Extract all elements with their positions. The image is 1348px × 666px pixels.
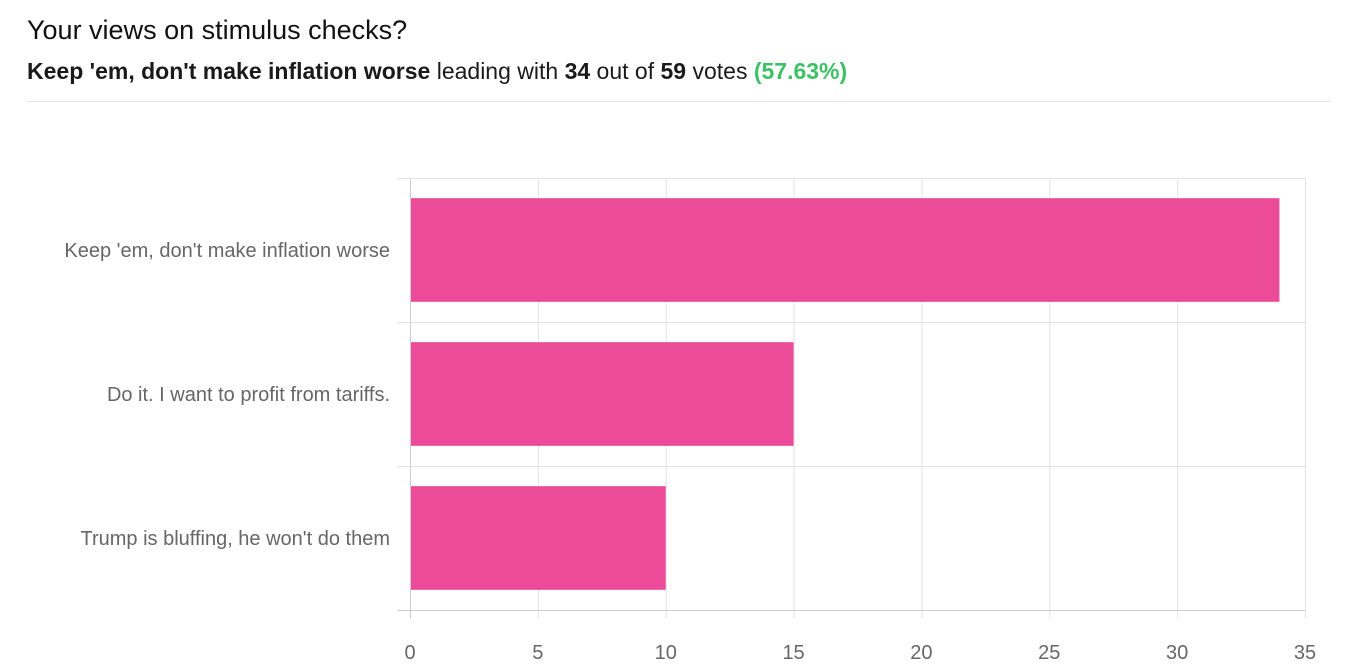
bar-3 bbox=[411, 486, 666, 590]
out-of-text: out of bbox=[596, 58, 655, 84]
x-tick-label-35: 35 bbox=[1294, 642, 1316, 664]
x-tick-label-15: 15 bbox=[782, 642, 804, 664]
poll-title: Your views on stimulus checks? bbox=[27, 15, 408, 45]
bar-1 bbox=[411, 198, 1280, 302]
x-tick-label-0: 0 bbox=[404, 642, 415, 664]
header-divider bbox=[27, 101, 1331, 102]
leading-option: Keep 'em, don't make inflation worse bbox=[27, 58, 431, 84]
x-tick-label-5: 5 bbox=[532, 642, 543, 664]
leader-vote-count: 34 bbox=[564, 58, 591, 84]
x-tick-label-25: 25 bbox=[1038, 642, 1060, 664]
category-label-2: Do it. I want to profit from tariffs. bbox=[107, 384, 390, 406]
bar-2 bbox=[411, 342, 794, 446]
votes-text: votes bbox=[692, 58, 748, 84]
total-vote-count: 59 bbox=[660, 58, 687, 84]
leading-with-text: leading with bbox=[436, 58, 559, 84]
category-label-3: Trump is bluffing, he won't do them bbox=[80, 528, 390, 550]
label-layer: 0 5 10 15 20 25 30 35 Keep 'em, don't make infla… bbox=[64, 240, 1316, 664]
x-tick-label-30: 30 bbox=[1166, 642, 1188, 664]
x-tick-label-10: 10 bbox=[655, 642, 677, 664]
category-label-1: Keep 'em, don't make inflation worse bbox=[64, 240, 390, 262]
x-tick-label-20: 20 bbox=[910, 642, 932, 664]
leader-percentage: (57.63%) bbox=[753, 58, 848, 84]
poll-summary: Keep 'em, don't make inflation worse lea… bbox=[27, 55, 847, 87]
bar-layer bbox=[411, 198, 1280, 590]
